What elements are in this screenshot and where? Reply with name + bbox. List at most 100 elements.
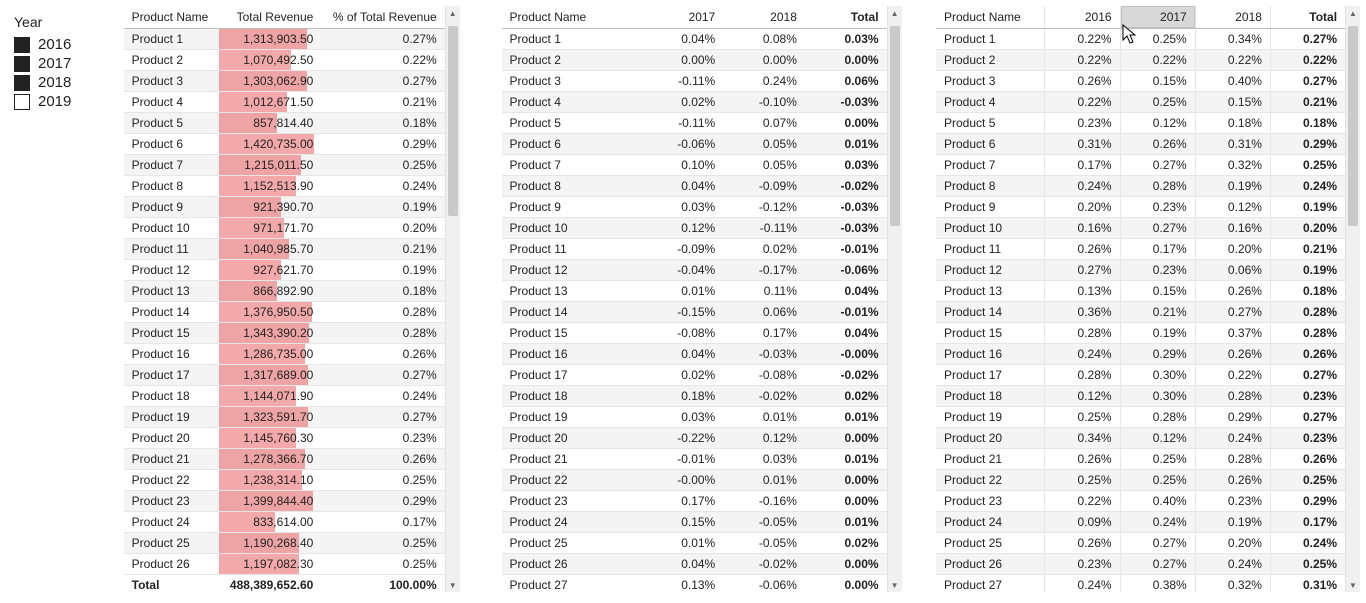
table-row[interactable]: Product 240.15%-0.05%0.01% [502,512,887,533]
yoy-table[interactable]: Product Name20172018TotalProduct 10.04%0… [502,6,887,592]
column-header[interactable]: Product Name [502,6,642,29]
table-row[interactable]: Product 31,303,062.900.27% [124,71,445,92]
column-header[interactable]: Total [1270,6,1345,29]
column-header[interactable]: Total [805,6,887,29]
table-row[interactable]: Product 20.00%0.00%0.00% [502,50,887,71]
checkbox-icon[interactable] [14,56,30,72]
table-row[interactable]: Product 161,286,735.000.26% [124,344,445,365]
table-row[interactable]: Product 210.26%0.25%0.28%0.26% [936,449,1345,470]
table-row[interactable]: Product 22-0.00%0.01%0.00% [502,470,887,491]
table-row[interactable]: Product 13866,892.900.18% [124,281,445,302]
scroll-up-icon[interactable]: ▲ [446,6,460,20]
column-header[interactable]: % of Total Revenue [321,6,444,29]
column-header[interactable]: Total Revenue [219,6,321,29]
table-row[interactable]: Product 9921,390.700.19% [124,197,445,218]
scroll-up-icon[interactable]: ▲ [1346,6,1360,20]
table-row[interactable]: Product 20-0.22%0.12%0.00% [502,428,887,449]
table-row[interactable]: Product 6-0.06%0.05%0.01% [502,134,887,155]
table-row[interactable]: Product 5-0.11%0.07%0.00% [502,113,887,134]
table-row[interactable]: Product 120.27%0.23%0.06%0.19% [936,260,1345,281]
table-row[interactable]: Product 240.09%0.24%0.19%0.17% [936,512,1345,533]
revenue-table[interactable]: Product NameTotal Revenue% of Total Reve… [124,6,445,592]
table-row[interactable]: Product 5857,814.400.18% [124,113,445,134]
table-row[interactable]: Product 181,144,071.900.24% [124,386,445,407]
scroll-thumb[interactable] [448,26,458,216]
table-row[interactable]: Product 220.25%0.25%0.26%0.25% [936,470,1345,491]
checkbox-icon[interactable] [14,37,30,53]
column-header[interactable]: 2017 [642,6,724,29]
table-row[interactable]: Product 130.13%0.15%0.26%0.18% [936,281,1345,302]
table-row[interactable]: Product 12927,621.700.19% [124,260,445,281]
table-row[interactable]: Product 230.17%-0.16%0.00% [502,491,887,512]
table-row[interactable]: Product 71,215,011.500.25% [124,155,445,176]
table-row[interactable]: Product 10.22%0.25%0.34%0.27% [936,29,1345,50]
table-row[interactable]: Product 190.25%0.28%0.29%0.27% [936,407,1345,428]
table-row[interactable]: Product 15-0.08%0.17%0.04% [502,323,887,344]
scrollbar[interactable]: ▲ ▼ [445,6,460,592]
table-row[interactable]: Product 191,323,591.700.27% [124,407,445,428]
table-row[interactable]: Product 260.04%-0.02%0.00% [502,554,887,575]
column-header[interactable]: Product Name [936,6,1045,29]
table-row[interactable]: Product 30.26%0.15%0.40%0.27% [936,71,1345,92]
table-row[interactable]: Product 50.23%0.12%0.18%0.18% [936,113,1345,134]
table-row[interactable]: Product 111,040,985.700.21% [124,239,445,260]
scrollbar[interactable]: ▲ ▼ [887,6,902,592]
table-row[interactable]: Product 70.10%0.05%0.03% [502,155,887,176]
table-row[interactable]: Product 130.01%0.11%0.04% [502,281,887,302]
table-row[interactable]: Product 260.23%0.27%0.24%0.25% [936,554,1345,575]
column-header[interactable]: 2017 [1120,6,1195,29]
pct-matrix[interactable]: Product Name201620172018TotalProduct 10.… [936,6,1345,592]
table-row[interactable]: Product 231,399,844.400.29% [124,491,445,512]
scroll-down-icon[interactable]: ▼ [446,578,460,592]
scroll-down-icon[interactable]: ▼ [1346,578,1360,592]
table-row[interactable]: Product 70.17%0.27%0.32%0.25% [936,155,1345,176]
table-row[interactable]: Product 250.01%-0.05%0.02% [502,533,887,554]
table-row[interactable]: Product 90.03%-0.12%-0.03% [502,197,887,218]
table-row[interactable]: Product 211,278,366.700.26% [124,449,445,470]
table-row[interactable]: Product 60.31%0.26%0.31%0.29% [936,134,1345,155]
table-row[interactable]: Product 160.04%-0.03%-0.00% [502,344,887,365]
table-row[interactable]: Product 270.13%-0.06%0.00% [502,575,887,593]
table-row[interactable]: Product 11,313,903.500.27% [124,29,445,50]
table-row[interactable]: Product 270.24%0.38%0.32%0.31% [936,575,1345,593]
table-row[interactable]: Product 81,152,513.900.24% [124,176,445,197]
slicer-item-2017[interactable]: 2017 [14,55,116,72]
column-header[interactable]: 2016 [1045,6,1120,29]
table-row[interactable]: Product 141,376,950.500.28% [124,302,445,323]
table-row[interactable]: Product 10971,171.700.20% [124,218,445,239]
table-row[interactable]: Product 170.02%-0.08%-0.02% [502,365,887,386]
slicer-item-2019[interactable]: 2019 [14,93,116,110]
table-row[interactable]: Product 250.26%0.27%0.20%0.24% [936,533,1345,554]
table-row[interactable]: Product 40.02%-0.10%-0.03% [502,92,887,113]
scroll-down-icon[interactable]: ▼ [888,578,902,592]
checkbox-icon[interactable] [14,94,30,110]
table-row[interactable]: Product 140.36%0.21%0.27%0.28% [936,302,1345,323]
table-row[interactable]: Product 21,070,492.500.22% [124,50,445,71]
table-row[interactable]: Product 110.26%0.17%0.20%0.21% [936,239,1345,260]
table-row[interactable]: Product 100.12%-0.11%-0.03% [502,218,887,239]
table-row[interactable]: Product 3-0.11%0.24%0.06% [502,71,887,92]
table-row[interactable]: Product 90.20%0.23%0.12%0.19% [936,197,1345,218]
table-row[interactable]: Product 80.24%0.28%0.19%0.24% [936,176,1345,197]
table-row[interactable]: Product 80.04%-0.09%-0.02% [502,176,887,197]
table-row[interactable]: Product 151,343,390.200.28% [124,323,445,344]
table-row[interactable]: Product 200.34%0.12%0.24%0.23% [936,428,1345,449]
table-row[interactable]: Product 21-0.01%0.03%0.01% [502,449,887,470]
table-row[interactable]: Product 20.22%0.22%0.22%0.22% [936,50,1345,71]
table-row[interactable]: Product 10.04%0.08%0.03% [502,29,887,50]
column-header[interactable]: 2018 [1195,6,1270,29]
table-row[interactable]: Product 170.28%0.30%0.22%0.27% [936,365,1345,386]
table-row[interactable]: Product 150.28%0.19%0.37%0.28% [936,323,1345,344]
table-row[interactable]: Product 251,190,268.400.25% [124,533,445,554]
table-row[interactable]: Product 171,317,689.000.27% [124,365,445,386]
table-row[interactable]: Product 230.22%0.40%0.23%0.29% [936,491,1345,512]
table-row[interactable]: Product 221,238,314.100.25% [124,470,445,491]
slicer-item-2018[interactable]: 2018 [14,74,116,91]
slicer-item-2016[interactable]: 2016 [14,36,116,53]
table-row[interactable]: Product 100.16%0.27%0.16%0.20% [936,218,1345,239]
table-row[interactable]: Product 11-0.09%0.02%-0.01% [502,239,887,260]
column-header[interactable]: Product Name [124,6,219,29]
table-row[interactable]: Product 40.22%0.25%0.15%0.21% [936,92,1345,113]
scroll-up-icon[interactable]: ▲ [888,6,902,20]
column-header[interactable]: 2018 [723,6,805,29]
